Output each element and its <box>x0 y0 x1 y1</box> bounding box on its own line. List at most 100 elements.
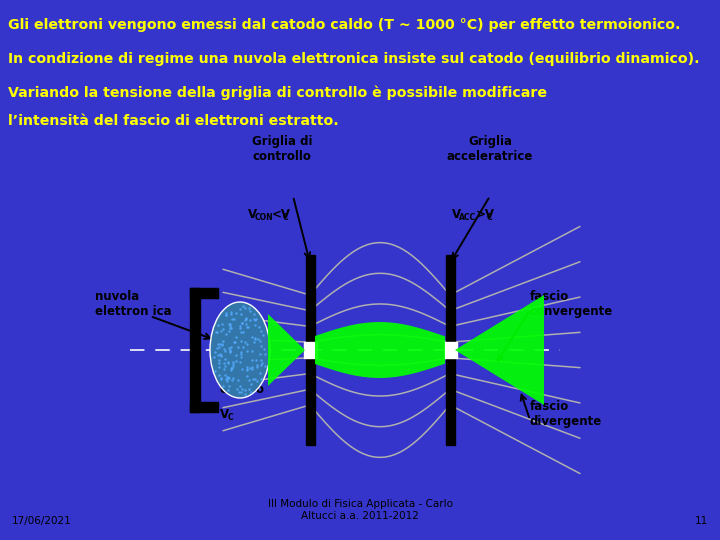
Point <box>258 330 269 339</box>
Point <box>256 355 267 364</box>
Point <box>217 320 228 328</box>
Point <box>225 347 236 356</box>
Point <box>220 329 232 338</box>
Point <box>227 364 238 373</box>
Point <box>217 382 229 390</box>
Text: Griglia di
controllo: Griglia di controllo <box>252 135 312 163</box>
Text: Gli elettroni vengono emessi dal catodo caldo (T ~ 1000 °C) per effetto termoion: Gli elettroni vengono emessi dal catodo … <box>8 18 680 32</box>
Bar <box>190 402 218 412</box>
Point <box>244 316 256 325</box>
Point <box>220 311 232 320</box>
Point <box>227 360 238 368</box>
Text: catodo: catodo <box>220 383 265 396</box>
Point <box>222 358 234 367</box>
Point <box>228 338 240 346</box>
Point <box>236 365 248 374</box>
Point <box>214 356 225 364</box>
Point <box>209 348 220 356</box>
Point <box>244 307 256 315</box>
Point <box>253 323 265 332</box>
Point <box>227 357 238 366</box>
Point <box>240 390 251 399</box>
Point <box>246 380 257 388</box>
Text: 11: 11 <box>695 516 708 526</box>
Point <box>240 314 251 322</box>
Point <box>240 385 251 394</box>
Point <box>260 350 271 359</box>
Point <box>210 327 222 336</box>
Point <box>215 374 227 383</box>
Point <box>237 319 248 328</box>
Point <box>234 322 246 330</box>
Point <box>241 362 253 371</box>
Point <box>220 308 232 317</box>
Point <box>223 343 235 352</box>
Point <box>243 385 255 394</box>
Point <box>225 366 237 374</box>
Point <box>213 370 225 379</box>
Point <box>215 340 226 349</box>
Point <box>246 388 257 396</box>
Point <box>225 346 236 354</box>
Point <box>236 319 248 327</box>
Polygon shape <box>268 314 305 386</box>
Point <box>237 302 248 310</box>
Bar <box>446 358 455 445</box>
Point <box>234 387 246 396</box>
Point <box>222 359 233 367</box>
Point <box>217 325 229 333</box>
Point <box>231 384 243 393</box>
Point <box>258 345 270 353</box>
Text: fascio
divergente: fascio divergente <box>530 400 602 428</box>
Point <box>230 309 242 318</box>
Point <box>228 315 240 323</box>
Point <box>230 350 242 359</box>
Point <box>234 382 246 390</box>
Point <box>223 327 235 336</box>
Point <box>226 376 238 384</box>
Point <box>241 365 253 374</box>
Text: In condizione di regime una nuvola elettronica insiste sul catodo (equilibrio di: In condizione di regime una nuvola elett… <box>8 52 700 66</box>
Point <box>228 361 239 370</box>
Point <box>217 336 229 345</box>
Text: C: C <box>283 213 289 222</box>
Point <box>238 328 249 336</box>
Point <box>208 353 220 362</box>
Point <box>235 388 247 396</box>
Point <box>246 347 258 355</box>
Text: V: V <box>220 408 229 421</box>
Point <box>237 343 248 352</box>
Point <box>245 363 256 372</box>
Point <box>225 323 237 332</box>
Point <box>255 336 266 345</box>
Point <box>211 328 222 336</box>
Point <box>211 343 222 352</box>
Point <box>212 321 224 329</box>
Point <box>219 345 230 354</box>
Point <box>221 310 233 319</box>
Point <box>255 327 266 336</box>
Text: 17/06/2021: 17/06/2021 <box>12 516 72 526</box>
Point <box>247 356 258 364</box>
Point <box>210 367 221 375</box>
Point <box>252 335 264 343</box>
Point <box>250 321 261 329</box>
Point <box>220 346 231 355</box>
Point <box>225 308 236 316</box>
Text: ACC: ACC <box>459 213 476 222</box>
Point <box>220 361 231 370</box>
Point <box>256 342 267 351</box>
Point <box>249 315 261 324</box>
Point <box>217 341 228 350</box>
Point <box>225 310 236 319</box>
Point <box>223 374 235 382</box>
Point <box>221 373 233 381</box>
Point <box>221 376 233 385</box>
Bar <box>190 288 200 412</box>
Point <box>241 340 253 349</box>
Polygon shape <box>455 295 544 405</box>
Point <box>235 309 246 318</box>
Point <box>239 315 251 324</box>
Point <box>246 364 258 373</box>
Point <box>219 355 230 363</box>
